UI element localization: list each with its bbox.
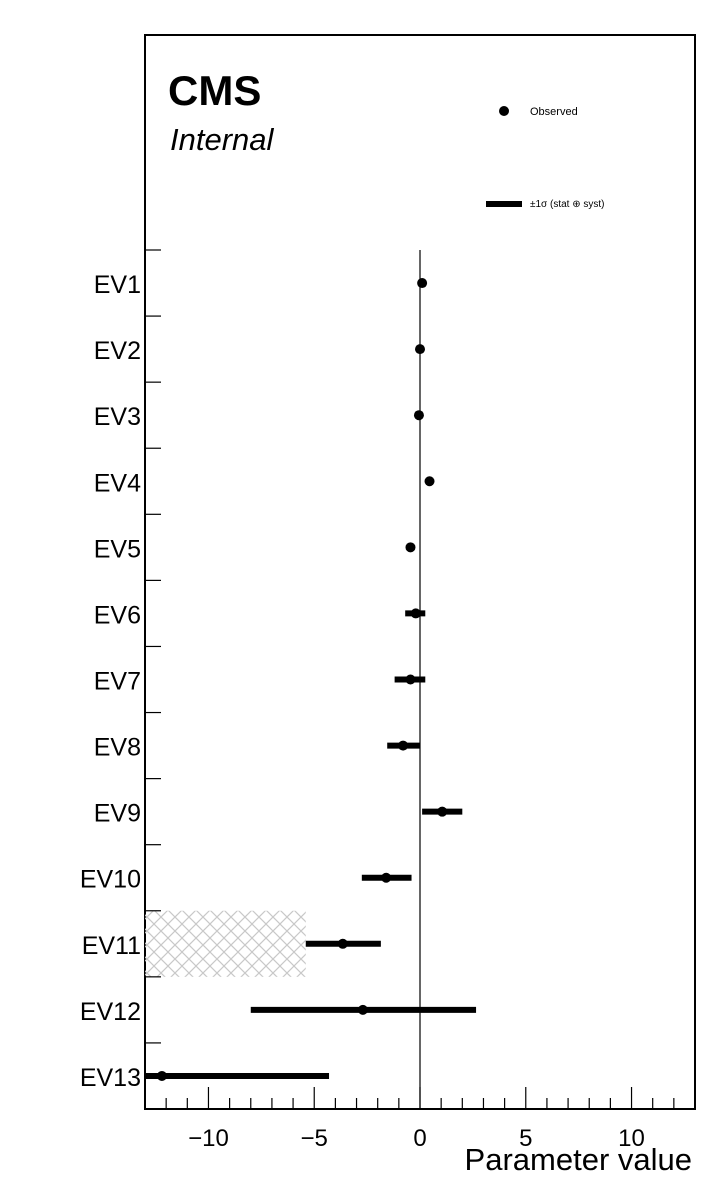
- row-label: EV12: [80, 998, 141, 1026]
- error-bars-layer: [145, 610, 477, 1079]
- points-layer: [156, 278, 448, 1081]
- data-point: [424, 476, 435, 487]
- cms-label: CMS: [168, 67, 261, 114]
- hatched-band: [145, 910, 306, 977]
- data-point: [337, 938, 348, 949]
- data-point: [381, 872, 392, 883]
- hatched-band-layer: [145, 910, 306, 977]
- data-point: [415, 344, 425, 355]
- row-label: EV10: [80, 866, 141, 894]
- data-point: [437, 806, 448, 817]
- x-tick-label: −5: [301, 1125, 328, 1152]
- data-point: [398, 740, 409, 751]
- row-label: EV3: [94, 403, 141, 431]
- data-point: [156, 1070, 167, 1081]
- data-point: [405, 674, 416, 685]
- row-label: EV4: [94, 469, 141, 497]
- x-tick-label: −10: [188, 1125, 229, 1152]
- data-point: [413, 410, 424, 421]
- data-point: [417, 278, 428, 289]
- x-tick-label: 10: [618, 1125, 645, 1152]
- row-label: EV2: [94, 337, 141, 365]
- row-label: EV6: [94, 601, 141, 629]
- legend: Observed ±1σ (stat ⊕ syst): [486, 106, 605, 210]
- internal-label: Internal: [170, 122, 275, 157]
- row-label: EV5: [94, 535, 141, 563]
- legend-label-band: ±1σ (stat ⊕ syst): [530, 199, 605, 210]
- data-point: [357, 1004, 368, 1015]
- row-label: EV8: [94, 734, 141, 762]
- data-point: [410, 608, 421, 619]
- x-tick-labels-layer: −10 −5 0 5 10: [188, 1125, 645, 1152]
- x-tick-label: 5: [519, 1125, 532, 1152]
- x-tick-label: 0: [413, 1125, 426, 1152]
- row-label: EV7: [94, 668, 141, 696]
- row-label: EV13: [80, 1064, 141, 1092]
- data-point: [405, 542, 416, 553]
- row-label: EV1: [94, 271, 141, 299]
- row-labels-layer: EV1 EV2 EV3 EV4 EV5 EV6 EV7 EV8 EV9 EV10 EV11 EV12 E…: [80, 271, 141, 1092]
- legend-marker-observed: [499, 106, 509, 116]
- legend-label-observed: Observed: [530, 106, 578, 118]
- row-label: EV11: [82, 932, 141, 960]
- row-label: EV9: [94, 800, 141, 828]
- x-axis-title: Parameter value: [465, 1142, 692, 1177]
